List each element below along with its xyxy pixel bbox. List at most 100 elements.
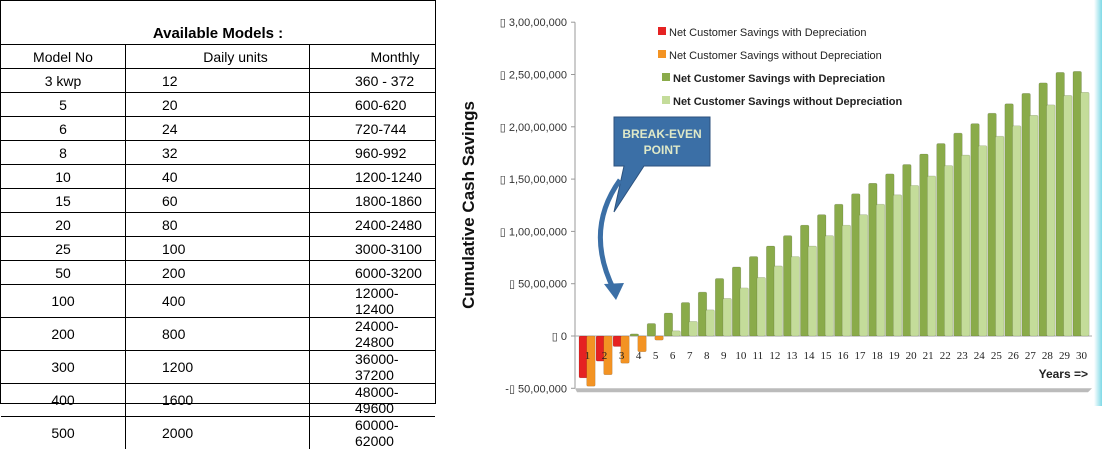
bar-green	[903, 164, 912, 336]
x-tick-label: 28	[1042, 350, 1054, 362]
x-tick-label: 1	[585, 350, 591, 362]
x-tick-label: 11	[753, 350, 764, 362]
bar-lightgreen	[944, 166, 953, 336]
bar-green	[749, 257, 758, 336]
bar-green	[954, 133, 963, 336]
bar-green	[647, 323, 656, 336]
model-no-cell: 3 kwp	[1, 69, 126, 93]
daily-units-cell: 800	[126, 318, 310, 351]
y-tick-label: ▯ 1,50,00,000	[500, 174, 567, 186]
header-monthly: Monthly	[310, 45, 436, 69]
bar-green	[681, 303, 690, 336]
x-tick-label: 26	[1008, 350, 1020, 362]
x-tick-label: 29	[1059, 350, 1071, 362]
daily-units-cell: 100	[126, 237, 310, 261]
bar-lightgreen	[1081, 92, 1090, 336]
bar-lightgreen	[842, 225, 851, 336]
model-no-cell: 25	[1, 237, 126, 261]
monthly-cell: 1800-1860	[310, 189, 436, 213]
monthly-cell: 60000-62000	[310, 417, 436, 449]
bar-orange	[655, 336, 664, 340]
bar-lightgreen	[808, 246, 817, 336]
x-tick-label: 5	[653, 350, 659, 362]
x-tick-label: 21	[923, 350, 934, 362]
x-tick-label: 9	[721, 350, 727, 362]
bar-green	[988, 113, 997, 336]
x-tick-label: 12	[769, 350, 780, 362]
model-no-cell: 6	[1, 117, 126, 141]
bar-green	[732, 267, 741, 336]
monthly-cell: 6000-3200	[310, 261, 436, 285]
bar-green	[920, 154, 929, 336]
model-no-cell: 100	[1, 285, 126, 318]
daily-units-cell: 60	[126, 189, 310, 213]
bar-green	[1005, 104, 1014, 336]
monthly-cell: 720-744	[310, 117, 436, 141]
bar-lightgreen	[995, 136, 1004, 336]
annotation-text: POINT	[644, 143, 681, 157]
monthly-cell: 600-620	[310, 93, 436, 117]
x-tick-label: 16	[838, 350, 850, 362]
bar-green	[937, 144, 946, 336]
bar-green	[1022, 93, 1031, 336]
daily-units-cell: 80	[126, 213, 310, 237]
y-tick-label: -▯ 50,00,000	[505, 383, 567, 395]
header-model-no: Model No	[1, 45, 126, 69]
y-tick-label: ▯ 50,00,000	[509, 279, 567, 291]
monthly-cell: 2400-2480	[310, 213, 436, 237]
bar-green	[698, 292, 707, 336]
daily-units-cell: 1200	[126, 351, 310, 384]
bar-red	[613, 336, 622, 346]
x-tick-label: 22	[940, 350, 951, 362]
bar-green	[869, 183, 878, 336]
monthly-cell: 360 - 372	[310, 69, 436, 93]
bar-lightgreen	[689, 321, 698, 336]
daily-units-cell: 2000	[126, 417, 310, 449]
daily-units-cell: 1600	[126, 384, 310, 417]
bar-green	[886, 174, 895, 336]
model-no-cell: 8	[1, 141, 126, 165]
monthly-cell: 48000-49600	[310, 384, 436, 417]
bar-lightgreen	[774, 266, 783, 336]
bar-lightgreen	[910, 185, 919, 336]
bar-lightgreen	[859, 215, 868, 336]
x-tick-label: 14	[803, 350, 815, 362]
monthly-cell: 960-992	[310, 141, 436, 165]
y-tick-label: ▯ 3,00,00,000	[500, 17, 567, 29]
x-tick-label: 4	[636, 350, 642, 362]
legend-label: Net Customer Savings with Depreciation	[669, 27, 866, 39]
x-tick-label: 20	[906, 350, 918, 362]
legend-label: Net Customer Savings with Depreciation	[673, 73, 885, 85]
bar-lightgreen	[791, 257, 800, 336]
model-no-cell: 20	[1, 213, 126, 237]
bar-green	[783, 236, 792, 336]
bar-lightgreen	[961, 155, 970, 336]
model-no-cell: 10	[1, 165, 126, 189]
legend-swatch	[658, 50, 666, 58]
arrow-head-icon	[604, 283, 624, 300]
x-axis-label: Years =>	[1039, 367, 1088, 381]
monthly-cell: 36000-37200	[310, 351, 436, 384]
x-tick-label: 3	[619, 350, 625, 362]
bar-green	[1039, 83, 1048, 336]
monthly-cell: 12000-12400	[310, 285, 436, 318]
table-header: Model No Daily units Monthly	[1, 45, 435, 69]
daily-units-cell: 24	[126, 117, 310, 141]
legend-swatch	[662, 96, 670, 104]
legend-swatch	[662, 73, 670, 81]
bar-lightgreen	[706, 310, 715, 336]
monthly-cell: 24000-24800	[310, 318, 436, 351]
x-tick-label: 18	[872, 350, 884, 362]
monthly-cell: 1200-1240	[310, 165, 436, 189]
legend-label: Net Customer Savings without Depreciatio…	[673, 96, 902, 108]
bar-green	[664, 313, 673, 336]
bar-lightgreen	[723, 298, 732, 336]
bar-green	[971, 124, 980, 336]
x-tick-label: 13	[786, 350, 798, 362]
